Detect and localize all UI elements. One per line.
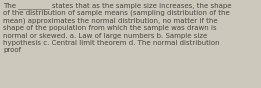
Text: The _________ states that as the sample size increases, the shape
of the distrib: The _________ states that as the sample … xyxy=(3,2,232,53)
